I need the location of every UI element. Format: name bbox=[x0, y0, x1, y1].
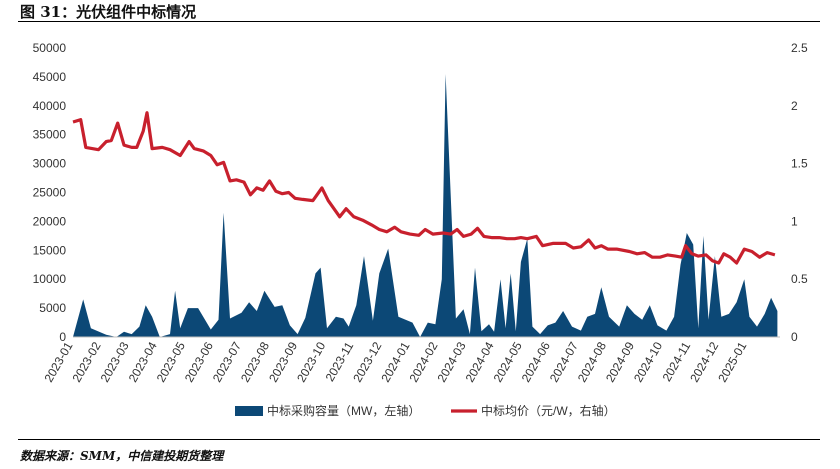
series-0-area bbox=[73, 74, 778, 337]
figure-source: 数据来源：SMM，中信建投期货整理 bbox=[20, 449, 224, 463]
y-left-tick-label: 35000 bbox=[33, 128, 67, 142]
legend-label-line: 中标均价（元/W，右轴） bbox=[481, 403, 616, 418]
y-left-tick-label: 40000 bbox=[33, 99, 67, 113]
y-right-tick-label: 2 bbox=[791, 99, 798, 113]
y-left-tick-label: 20000 bbox=[33, 214, 67, 228]
y-right-tick-label: 0 bbox=[791, 330, 798, 344]
y-left-tick-label: 5000 bbox=[39, 301, 66, 315]
y-right-tick-label: 2.5 bbox=[791, 41, 808, 55]
y-left-tick-label: 0 bbox=[59, 330, 66, 344]
y-left-tick-label: 45000 bbox=[33, 70, 67, 84]
figure-title: 图 31：光伏组件中标情况 bbox=[20, 3, 197, 21]
y-left-tick-label: 50000 bbox=[33, 41, 67, 55]
y-left-tick-label: 30000 bbox=[33, 157, 67, 171]
y-right-tick-label: 1.5 bbox=[791, 157, 808, 171]
title-rule bbox=[18, 21, 820, 22]
source-rule bbox=[18, 439, 820, 440]
y-left-tick-label: 15000 bbox=[33, 243, 67, 257]
y-left-tick-label: 25000 bbox=[33, 186, 67, 200]
legend-label-area: 中标采购容量（MW，左轴） bbox=[267, 403, 420, 418]
y-left-tick-label: 10000 bbox=[33, 272, 67, 286]
y-right-tick-label: 1 bbox=[791, 214, 798, 228]
legend-swatch-area bbox=[235, 406, 263, 416]
y-right-tick-label: 0.5 bbox=[791, 272, 808, 286]
series-1-line bbox=[72, 111, 776, 265]
